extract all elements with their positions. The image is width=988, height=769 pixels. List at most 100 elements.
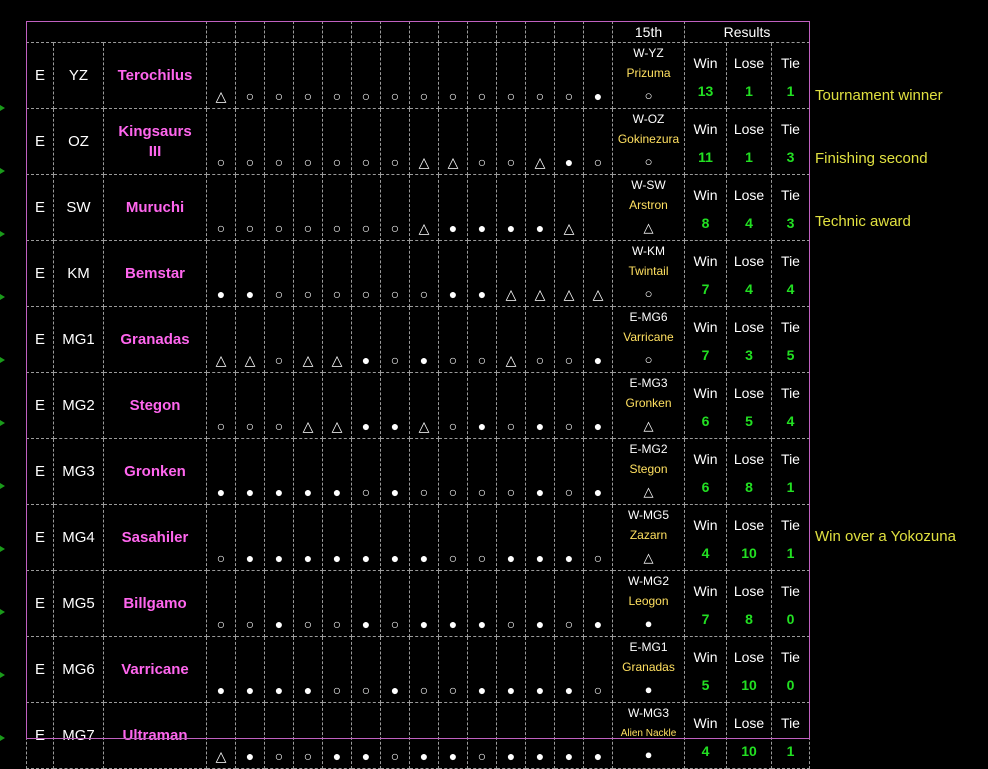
day-result-cell: ● xyxy=(496,504,526,571)
bout-result-mark: ● xyxy=(448,616,458,632)
bout-result-mark: △ xyxy=(563,286,575,302)
day-result-cell: ○ xyxy=(322,108,352,175)
day-result-cell: ○ xyxy=(380,306,410,373)
side-cell: E xyxy=(26,372,54,439)
bout-result-mark: △ xyxy=(331,352,343,368)
header-row: 15th Results xyxy=(26,21,810,43)
tie-label: Tie xyxy=(781,451,800,467)
day-result-cell: ○ xyxy=(380,174,410,241)
bout-result-mark: ○ xyxy=(245,220,255,236)
day-result-cell: △ xyxy=(322,306,352,373)
win-cell: Win 11 xyxy=(684,108,727,175)
day-result-cell: ○ xyxy=(583,108,613,175)
lose-label: Lose xyxy=(733,517,765,533)
day-result-cell: ● xyxy=(409,702,439,769)
day-result-cell: ○ xyxy=(467,306,497,373)
day15-cell: W-MG5 Zazarn △ xyxy=(612,504,685,571)
day-result-cell: ● xyxy=(467,570,497,637)
day-result-cell: ○ xyxy=(351,438,381,505)
rank-cell: SW xyxy=(53,174,104,241)
day15-opponent-name: Twintail xyxy=(628,264,669,278)
bout-result-mark: ○ xyxy=(564,352,574,368)
tie-label: Tie xyxy=(781,253,800,269)
bout-result-mark: ○ xyxy=(419,88,429,104)
day-result-cell: △ xyxy=(206,42,236,109)
bout-result-mark: ● xyxy=(535,748,545,764)
day-result-cell: ● xyxy=(235,504,265,571)
bout-result-mark: ● xyxy=(506,682,516,698)
row-marker-icon xyxy=(0,105,5,111)
lose-cell: Lose 1 xyxy=(726,108,772,175)
bout-result-mark: ○ xyxy=(506,88,516,104)
bout-result-mark: ○ xyxy=(216,550,226,566)
bout-result-mark: △ xyxy=(302,418,314,434)
tie-label: Tie xyxy=(781,715,800,731)
day-result-cell: ○ xyxy=(467,504,497,571)
day-result-cell: △ xyxy=(293,372,323,439)
day15-cell: W-MG3 Alien Nackle ● xyxy=(612,702,685,769)
day-result-cell: ● xyxy=(583,372,613,439)
day15-opponent-name: Leogon xyxy=(628,594,669,608)
day-result-cell: ○ xyxy=(293,240,323,307)
row-marker-icon xyxy=(0,672,5,678)
bout-result-mark: ● xyxy=(245,748,255,764)
rank-cell: YZ xyxy=(53,42,104,109)
win-count: 8 xyxy=(701,215,710,231)
lose-cell: Lose 10 xyxy=(726,504,772,571)
bout-result-mark: ● xyxy=(477,682,487,698)
win-count: 5 xyxy=(701,677,710,693)
bout-result-mark: ● xyxy=(245,550,255,566)
bout-result-mark: ● xyxy=(274,550,284,566)
day-result-cell: ○ xyxy=(351,240,381,307)
bout-result-mark: ○ xyxy=(303,154,313,170)
bout-result-mark: ○ xyxy=(477,748,487,764)
lose-count: 4 xyxy=(745,215,753,231)
side-cell: E xyxy=(26,570,54,637)
day15-opponent-name: Prizuma xyxy=(626,66,671,80)
day-result-cell: ● xyxy=(525,570,555,637)
bout-result-mark: △ xyxy=(505,286,517,302)
day-result-cell: ○ xyxy=(380,240,410,307)
bout-result-mark: ● xyxy=(535,418,545,434)
win-label: Win xyxy=(693,187,718,203)
bout-result-mark: ● xyxy=(593,616,603,632)
day-result-cell: ○ xyxy=(264,240,294,307)
day-result-cell: ● xyxy=(322,702,352,769)
tie-label: Tie xyxy=(781,319,800,335)
win-count: 13 xyxy=(697,83,714,99)
bout-result-mark: ○ xyxy=(245,616,255,632)
bout-result-mark: △ xyxy=(534,154,546,170)
bout-result-mark: ● xyxy=(564,154,574,170)
win-label: Win xyxy=(693,319,718,335)
day-result-cell: ○ xyxy=(467,438,497,505)
bout-result-mark: △ xyxy=(505,352,517,368)
day-result-cell: ● xyxy=(525,174,555,241)
day-result-cell: ● xyxy=(351,504,381,571)
day15-header: 15th xyxy=(612,21,685,43)
bout-result-mark: ● xyxy=(419,352,429,368)
day-result-cell: ● xyxy=(409,570,439,637)
wrestler-name-cell: Stegon xyxy=(103,372,207,439)
bout-result-mark: ○ xyxy=(506,418,516,434)
side-cell: E xyxy=(26,504,54,571)
day-result-cell: ● xyxy=(293,636,323,703)
day-result-cell: ○ xyxy=(206,372,236,439)
day-result-cell: ● xyxy=(293,438,323,505)
day-result-cell: ● xyxy=(438,174,468,241)
tie-count: 1 xyxy=(786,545,795,561)
bout-result-mark: ● xyxy=(593,748,603,764)
day-result-cell: ● xyxy=(467,636,497,703)
bout-result-mark: ● xyxy=(274,484,284,500)
row-marker-icon xyxy=(0,546,5,552)
bout-result-mark: ● xyxy=(564,550,574,566)
bout-result-mark: ○ xyxy=(390,154,400,170)
bout-result-mark: ○ xyxy=(332,220,342,236)
bout-result-mark: ● xyxy=(419,550,429,566)
wrestler-name: Varricane xyxy=(121,660,189,678)
row-marker-icon xyxy=(0,420,5,426)
wrestler-name-cell: Gronken xyxy=(103,438,207,505)
day-result-cell: △ xyxy=(409,174,439,241)
tie-count: 0 xyxy=(786,611,795,627)
table-row: E KM Bemstar ● ● ○ ○ ○ ○ ○ ○ ● ● △ △ △ △ W-KM Twintail ○ Win… xyxy=(26,240,810,307)
day-result-cell: ○ xyxy=(322,240,352,307)
